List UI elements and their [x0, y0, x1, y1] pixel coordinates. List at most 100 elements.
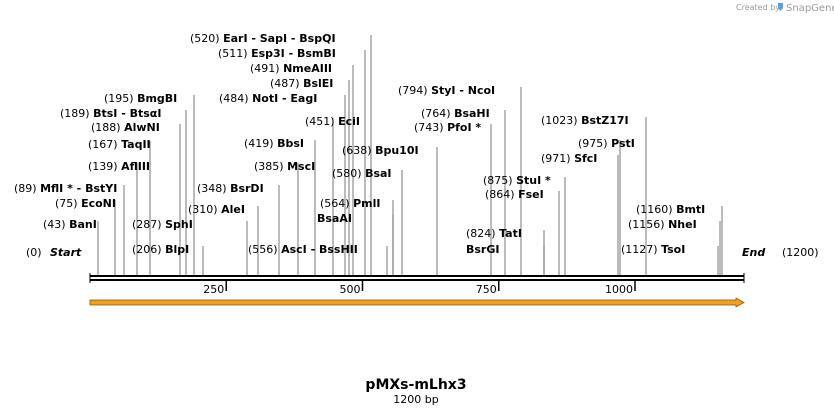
site-position: (139) [88, 160, 121, 173]
site-label[interactable]: (167) TaqII [88, 138, 151, 151]
site-enzyme: EarI - SapI - BspQI [223, 32, 335, 45]
site-label[interactable]: (511) Esp3I - BsmBI [218, 47, 336, 60]
site-position: (1023) [541, 114, 581, 127]
site-label[interactable]: (1023) BstZ17I [541, 114, 629, 127]
site-label[interactable]: (556) AscI - BssHII [248, 243, 358, 256]
site-label[interactable]: BsaAI [317, 212, 352, 225]
site-label[interactable]: (419) BbsI [244, 137, 304, 150]
site-enzyme: Bpu10I [375, 144, 419, 157]
site-label[interactable]: (971) SfcI [541, 152, 597, 165]
site-label[interactable]: (491) NmeAIII [250, 62, 332, 75]
site-enzyme: EcoNI [81, 197, 116, 210]
site-enzyme: TsoI [661, 243, 685, 256]
site-label[interactable]: (520) EarI - SapI - BspQI [190, 32, 336, 45]
scale-tick-label: 750 [476, 283, 497, 296]
site-enzyme: MscI [287, 160, 315, 173]
scale-ticks: 250 500 750 1000 [203, 280, 636, 296]
map-title: pMXs-mLhx3 [365, 377, 466, 393]
site-position: (195) [104, 92, 137, 105]
site-enzyme: SfcI [574, 152, 597, 165]
site-label[interactable]: (287) SphI [132, 218, 193, 231]
site-position: (511) [218, 47, 251, 60]
site-enzyme: AscI - BssHII [281, 243, 358, 256]
site-position: (556) [248, 243, 281, 256]
site-label[interactable]: (385) MscI [254, 160, 315, 173]
site-label[interactable]: (824) TatI [466, 227, 522, 240]
site-position: (520) [190, 32, 223, 45]
site-enzyme: Esp3I - BsmBI [251, 47, 336, 60]
site-label[interactable]: (875) StuI * [483, 174, 551, 187]
site-enzyme: BanI [69, 218, 97, 231]
leader-lines [97, 35, 723, 276]
site-label[interactable]: (764) BsaHI [421, 107, 490, 120]
site-position: (484) [219, 92, 252, 105]
site-enzyme: BsaI [365, 167, 391, 180]
site-enzyme: BsaHI [454, 107, 490, 120]
site-position: (348) [197, 182, 230, 195]
site-label[interactable]: (451) EciI [305, 115, 360, 128]
site-enzyme: BmgBI [137, 92, 177, 105]
site-position: (1160) [636, 203, 676, 216]
site-label[interactable]: (743) PfoI * [414, 121, 481, 134]
credit-brand: SnapGene [786, 3, 834, 14]
site-position: (189) [60, 107, 93, 120]
site-position: (580) [332, 167, 365, 180]
site-enzyme: BsaAI [317, 212, 352, 225]
site-label[interactable]: (1156) NheI [628, 218, 697, 231]
site-label[interactable]: (310) AleI [188, 203, 245, 216]
feature-arrow-shape[interactable] [89, 297, 745, 308]
site-position: (794) [398, 84, 431, 97]
site-enzyme: NotI - EagI [252, 92, 317, 105]
site-position: (310) [188, 203, 221, 216]
site-position: (43) [43, 218, 69, 231]
site-label[interactable]: (975) PstI [578, 137, 635, 150]
site-label[interactable]: (189) BtsI - BtsαI [60, 107, 161, 120]
site-enzyme: AlwNI [124, 121, 160, 134]
site-label[interactable]: (206) BlpI [132, 243, 189, 256]
site-label[interactable]: (564) PmlI [320, 197, 380, 210]
site-position: (188) [91, 121, 124, 134]
site-position: (75) [55, 197, 81, 210]
site-enzyme: BbsI [277, 137, 304, 150]
site-label[interactable]: (580) BsaI [332, 167, 392, 180]
end-label: End [742, 246, 765, 259]
site-position: (287) [132, 218, 165, 231]
site-enzyme: EciI [338, 115, 360, 128]
site-label[interactable]: BsrGI [466, 243, 499, 256]
site-label[interactable]: (43) BanI [43, 218, 97, 231]
site-label[interactable]: (195) BmgBI [104, 92, 177, 105]
site-position: (971) [541, 152, 574, 165]
site-label[interactable]: (348) BsrDI [197, 182, 264, 195]
site-label[interactable]: (794) StyI - NcoI [398, 84, 495, 97]
site-label[interactable]: (484) NotI - EagI [219, 92, 317, 105]
site-enzyme: BtsI - BtsαI [93, 107, 161, 120]
insert-feature-arrow[interactable] [89, 297, 745, 308]
credit-text: Created by [736, 3, 780, 12]
site-label[interactable]: (487) BslEI [270, 77, 333, 90]
map-length: 1200 bp [393, 393, 438, 406]
site-position: (638) [342, 144, 375, 157]
site-label[interactable]: (1127) TsoI [621, 243, 685, 256]
site-label[interactable]: (1160) BmtI [636, 203, 705, 216]
site-position: (875) [483, 174, 516, 187]
site-enzyme: PstI [611, 137, 635, 150]
site-label[interactable]: (75) EcoNI [55, 197, 116, 210]
site-enzyme: MflI * - BstYI [40, 182, 117, 195]
site-position: (385) [254, 160, 287, 173]
site-position: (764) [421, 107, 454, 120]
site-position: (491) [250, 62, 283, 75]
site-position: (864) [485, 188, 518, 201]
site-position: (564) [320, 197, 353, 210]
site-label[interactable]: (638) Bpu10I [342, 144, 419, 157]
site-position: (419) [244, 137, 277, 150]
site-label[interactable]: (89) MflI * - BstYI [14, 182, 117, 195]
site-enzyme: BstZ17I [581, 114, 629, 127]
site-label[interactable]: (139) AflIII [88, 160, 150, 173]
site-position: (975) [578, 137, 611, 150]
scale-tick-label: 500 [340, 283, 361, 296]
site-label[interactable]: (188) AlwNI [91, 121, 160, 134]
start-position: (0) [26, 246, 42, 259]
site-label[interactable]: (864) FseI [485, 188, 544, 201]
site-position: (167) [88, 138, 121, 151]
